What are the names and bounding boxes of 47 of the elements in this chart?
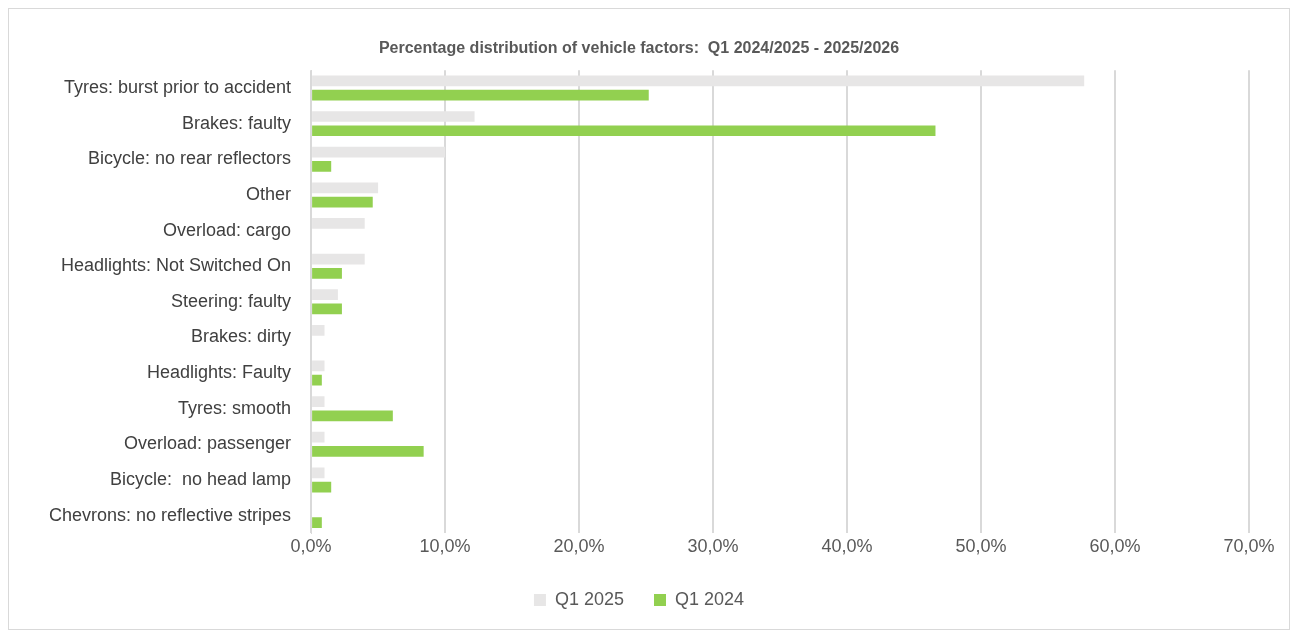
y-tick-label: Bicycle: no rear reflectors (88, 148, 292, 169)
x-tick-label: 0,0% (290, 536, 332, 557)
bar (312, 410, 393, 422)
bar (312, 374, 322, 386)
bar (312, 161, 332, 172)
bar (312, 253, 365, 265)
bar (312, 196, 373, 208)
x-tick-label: 50,0% (955, 536, 1007, 557)
bar (312, 125, 936, 137)
y-tick-label: Overload: passenger (123, 433, 292, 454)
legend-label: Q1 2024 (675, 588, 745, 609)
legend-label: Q1 2025 (554, 588, 625, 609)
bar (312, 89, 649, 101)
y-tick-label: Headlights: Faulty (147, 362, 292, 383)
y-tick-label: Brakes: faulty (182, 112, 292, 133)
y-tick-label: Chevrons: no reflective stripes (48, 504, 292, 525)
bar (312, 517, 322, 529)
y-tick-label: Tyres: smooth (178, 397, 292, 418)
bar (312, 303, 342, 315)
bar (312, 360, 325, 372)
bar (312, 75, 1085, 87)
y-tick-label: Brakes: dirty (191, 326, 292, 347)
y-tick-label: Bicycle: no head lamp (109, 468, 292, 489)
bar (312, 267, 342, 279)
x-tick-label: 60,0% (1089, 536, 1141, 557)
x-tick-label: 40,0% (821, 536, 873, 557)
bar (312, 396, 325, 407)
x-tick-label: 10,0% (419, 536, 471, 557)
bar (312, 324, 325, 336)
y-tick-label: Steering: faulty (171, 290, 292, 311)
x-tick-label: 20,0% (553, 536, 605, 557)
y-tick-label: Overload: cargo (163, 219, 292, 240)
x-tick-label: 70,0% (1223, 536, 1275, 557)
bar (312, 146, 446, 158)
bar (312, 431, 325, 443)
chart-title: Percentage distribution of vehicle factors: Q1 2024/2025 - 2025/2026 (378, 39, 900, 57)
y-tick-label: Other (246, 183, 292, 204)
bar (312, 289, 338, 301)
y-tick-label: Headlights: Not Switched On (60, 255, 292, 276)
y-tick-label: Tyres: burst prior to accident (64, 76, 292, 97)
bar (312, 182, 379, 194)
x-tick-label: 30,0% (687, 536, 739, 557)
bar (312, 218, 365, 229)
bar (312, 446, 424, 457)
bar (312, 481, 332, 493)
bar (312, 111, 475, 122)
bar (312, 467, 325, 479)
